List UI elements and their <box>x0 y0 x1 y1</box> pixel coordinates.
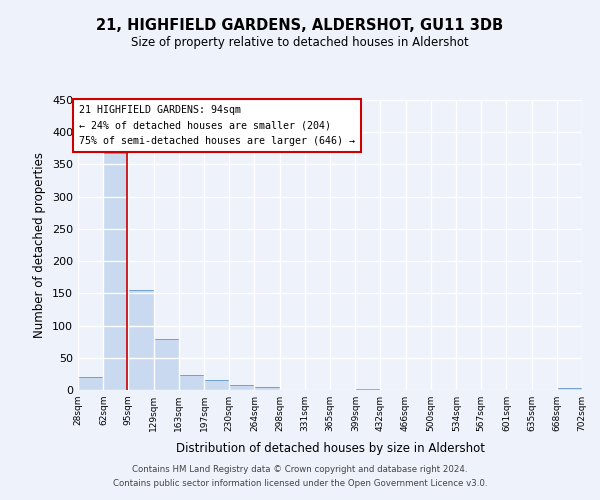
Bar <box>154 339 179 390</box>
Y-axis label: Number of detached properties: Number of detached properties <box>34 152 46 338</box>
Bar <box>229 385 254 390</box>
X-axis label: Distribution of detached houses by size in Aldershot: Distribution of detached houses by size … <box>176 442 485 456</box>
Bar <box>78 377 103 390</box>
Text: Size of property relative to detached houses in Aldershot: Size of property relative to detached ho… <box>131 36 469 49</box>
Bar <box>254 388 280 390</box>
Bar <box>557 388 582 390</box>
Text: 21, HIGHFIELD GARDENS, ALDERSHOT, GU11 3DB: 21, HIGHFIELD GARDENS, ALDERSHOT, GU11 3… <box>97 18 503 32</box>
Bar <box>355 388 380 390</box>
Bar <box>205 380 229 390</box>
Text: 21 HIGHFIELD GARDENS: 94sqm
← 24% of detached houses are smaller (204)
75% of se: 21 HIGHFIELD GARDENS: 94sqm ← 24% of det… <box>79 104 355 146</box>
Text: Contains HM Land Registry data © Crown copyright and database right 2024.
Contai: Contains HM Land Registry data © Crown c… <box>113 466 487 487</box>
Bar <box>103 153 128 390</box>
Bar <box>179 375 205 390</box>
Bar <box>128 290 154 390</box>
